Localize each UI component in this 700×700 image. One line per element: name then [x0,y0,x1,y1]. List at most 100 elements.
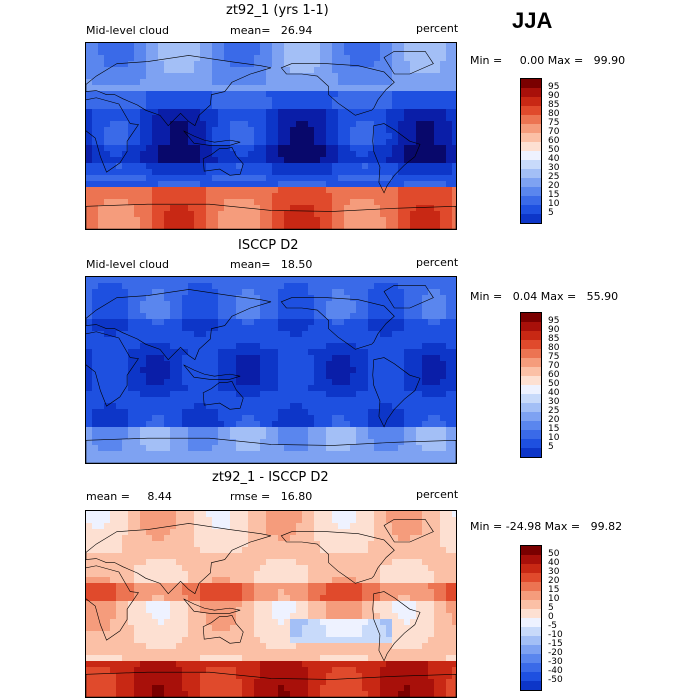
map-cell [344,55,351,62]
map-cell [314,583,321,590]
map-cell [320,589,327,596]
map-cell [206,445,213,452]
map-cell [98,457,105,463]
map-cell [314,397,321,404]
map-cell [386,181,393,188]
map-cell [182,103,189,110]
map-cell [236,133,243,140]
map-cell [314,451,321,458]
map-cell [350,133,357,140]
map-cell [290,145,297,152]
map-cell [332,385,339,392]
map-cell [356,355,363,362]
map-cell [212,541,219,548]
map-cell [392,91,399,98]
map-cell [164,373,171,380]
map-cell [284,397,291,404]
map-cell [404,517,411,524]
map-cell [398,319,405,326]
map-cell [242,523,249,530]
map-cell [212,397,219,404]
map-cell [434,289,441,296]
map-cell [86,457,93,463]
map-cell [278,439,285,446]
map-cell [326,205,333,212]
map-cell [308,331,315,338]
map-cell [104,223,111,229]
map-cell [86,73,93,80]
map-cell [422,91,429,98]
map-cell [320,517,327,524]
map-cell [440,139,447,146]
map-cell [110,295,117,302]
map-cell [152,43,159,50]
map-cell [164,169,171,176]
map-cell [386,199,393,206]
map-cell [104,103,111,110]
map-cell [350,325,357,332]
map-cell [248,55,255,62]
map-cell [428,199,435,206]
panel1-mean: mean= 26.94 [230,24,313,37]
map-cell [86,193,93,200]
map-cell [218,589,225,596]
map-cell [236,559,243,566]
map-cell [164,91,171,98]
map-cell [440,121,447,128]
map-cell [176,139,183,146]
map-cell [410,445,417,452]
map-cell [92,205,99,212]
map-cell [374,295,381,302]
map-cell [278,391,285,398]
map-cell [116,43,123,50]
map-cell [338,457,345,463]
map-cell [308,67,315,74]
map-cell [164,559,171,566]
map-cell [248,565,255,572]
map-cell [392,283,399,290]
colorbar-swatch [521,322,541,331]
map-cell [356,85,363,92]
map-cell [362,67,369,74]
map-cell [146,361,153,368]
map-cell [218,301,225,308]
map-cell [314,523,321,530]
map-cell [242,427,249,434]
map-cell [398,121,405,128]
map-cell [404,451,411,458]
map-cell [152,373,159,380]
map-cell [272,199,279,206]
map-cell [164,367,171,374]
map-cell [188,313,195,320]
map-cell [428,193,435,200]
map-cell [98,169,105,176]
map-cell [200,343,207,350]
map-cell [302,541,309,548]
map-cell [236,169,243,176]
map-cell [86,103,93,110]
map-cell [272,349,279,356]
map-cell [152,541,159,548]
map-cell [206,529,213,536]
panel2-minmax: Min = 0.04 Max = 55.90 [470,290,619,303]
map-cell [374,547,381,554]
map-cell [170,139,177,146]
map-cell [320,109,327,116]
map-cell [266,517,273,524]
map-cell [254,415,261,422]
map-cell [302,457,309,463]
map-cell [260,313,267,320]
map-cell [200,49,207,56]
map-cell [416,517,423,524]
map-cell [152,409,159,416]
map-cell [434,163,441,170]
map-cell [440,601,447,608]
map-cell [278,97,285,104]
map-cell [266,79,273,86]
map-cell [344,451,351,458]
map-cell [260,181,267,188]
map-cell [422,607,429,614]
map-cell [284,415,291,422]
map-cell [284,127,291,134]
map-cell [236,511,243,518]
